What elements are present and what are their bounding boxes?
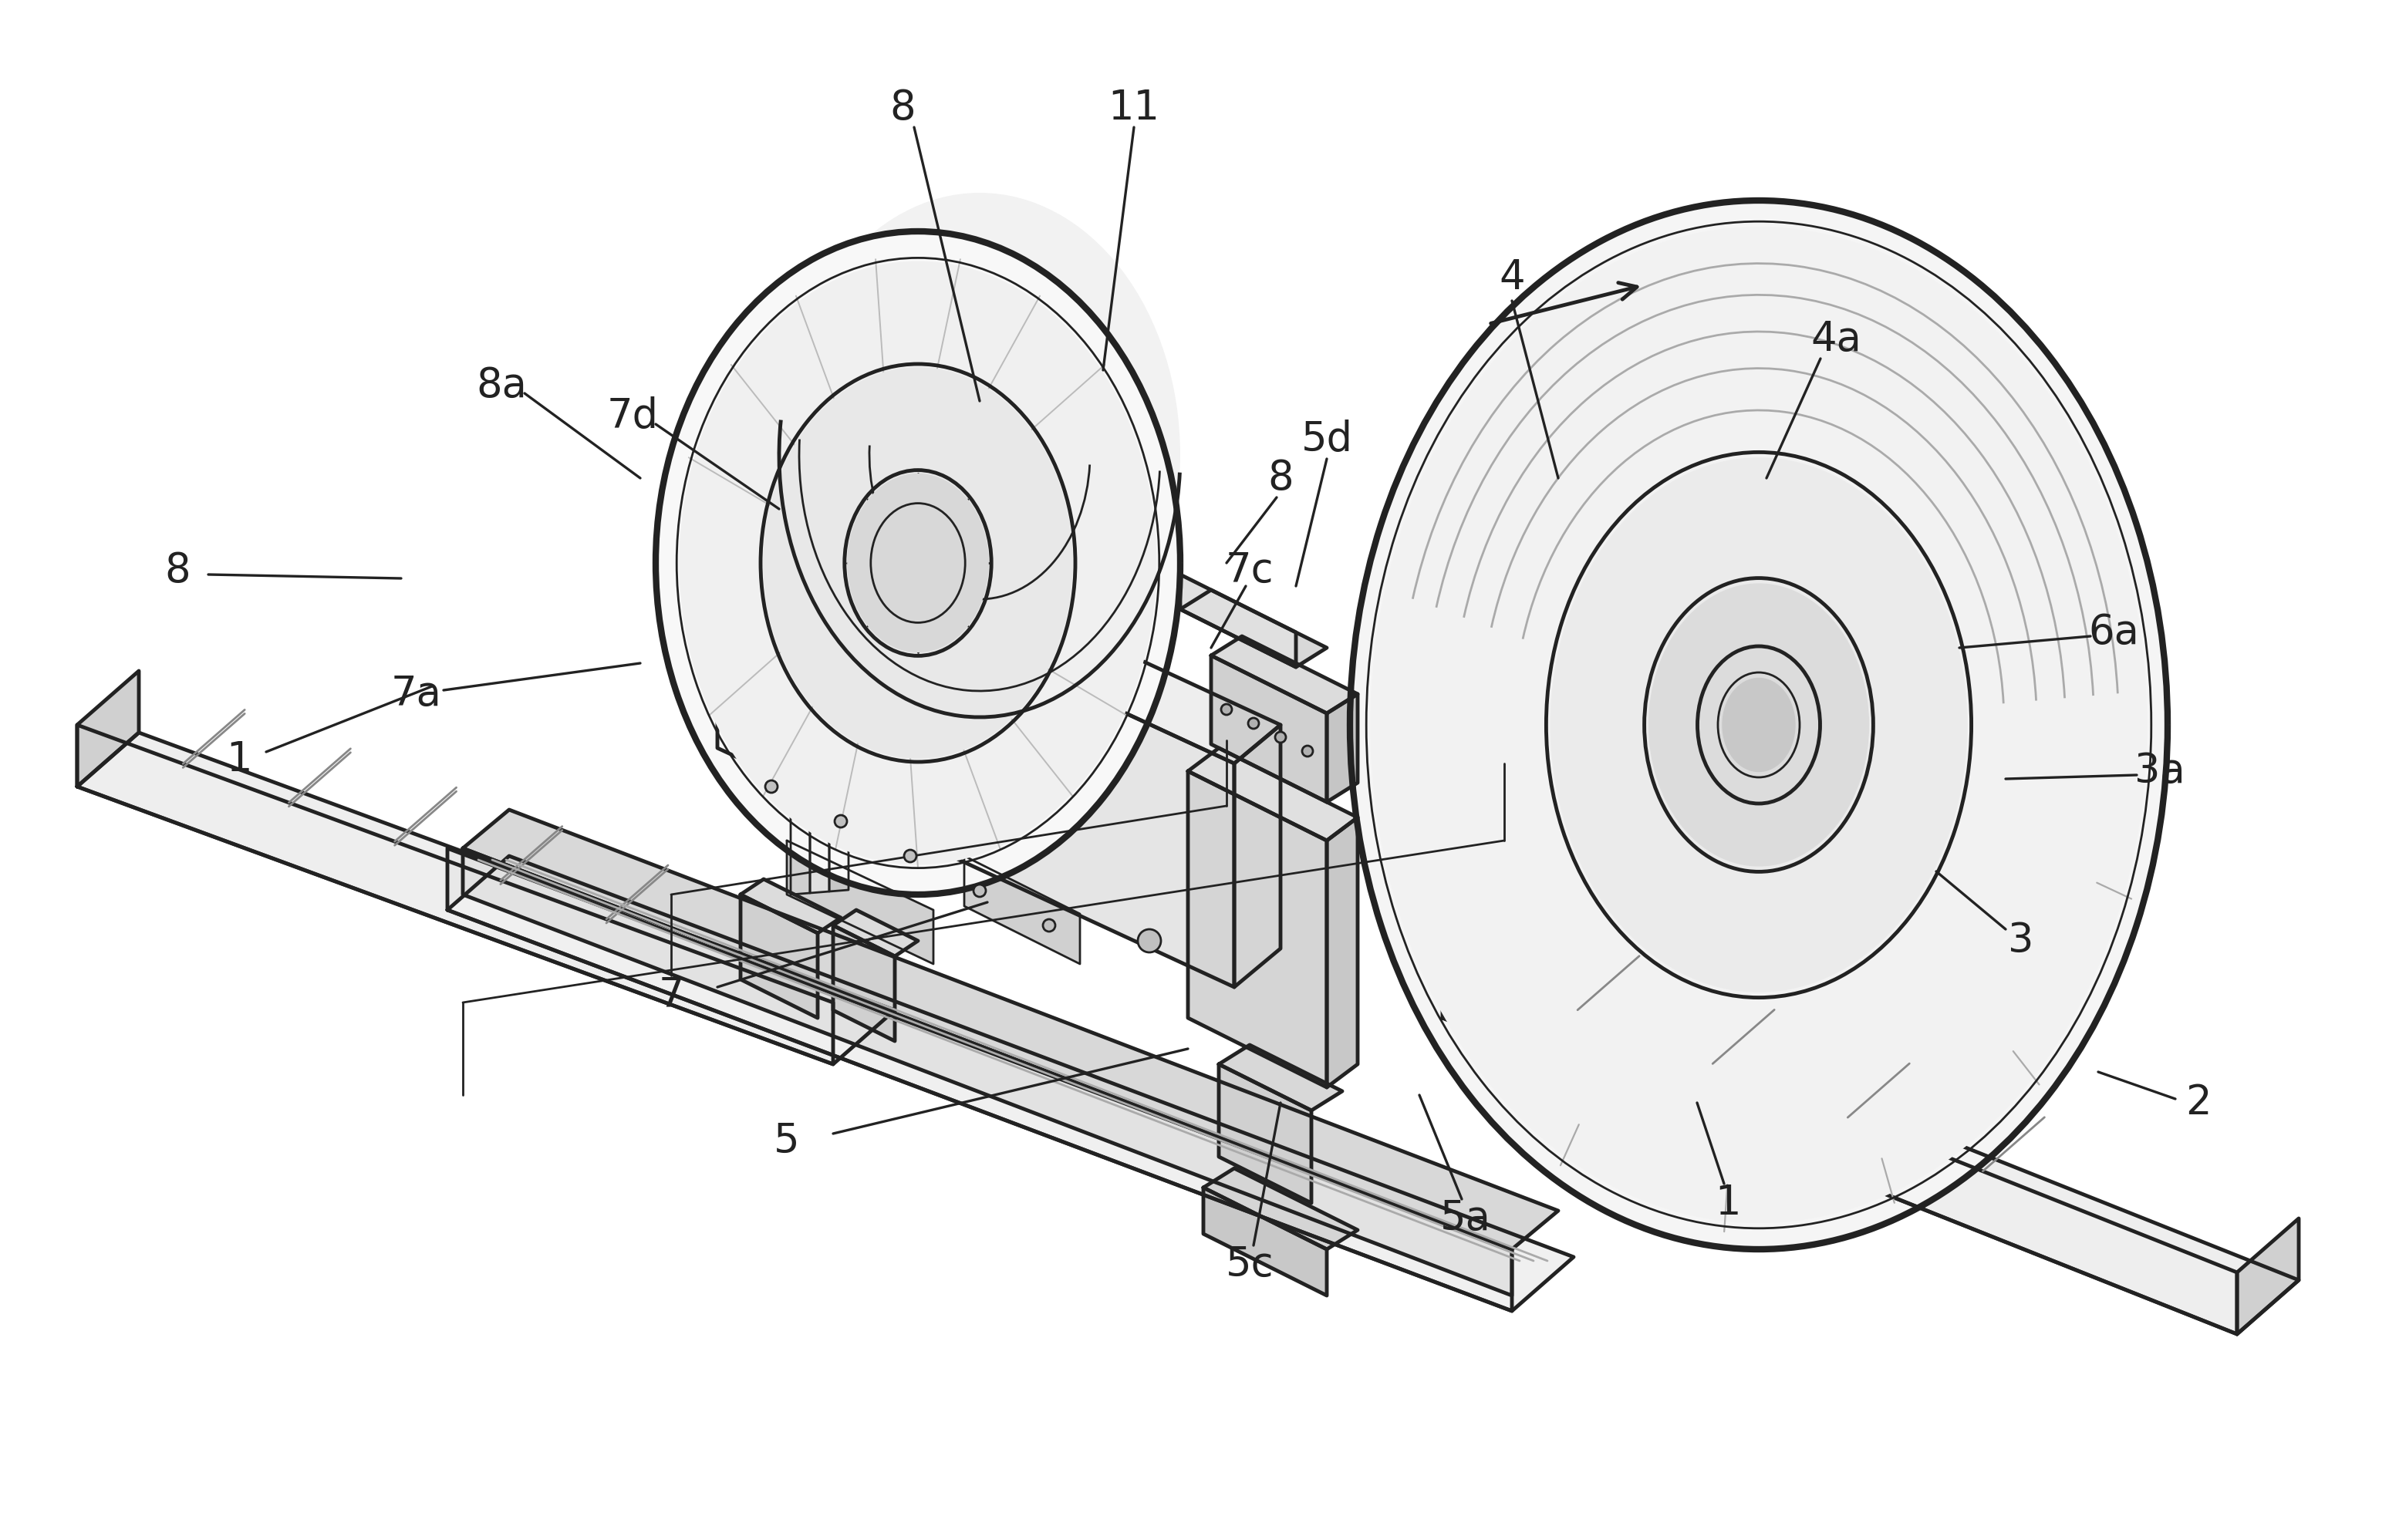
Ellipse shape [678,262,1156,864]
Polygon shape [447,849,1512,1311]
Ellipse shape [903,850,917,862]
Ellipse shape [655,231,1180,895]
Polygon shape [717,525,1235,987]
Text: 1: 1 [227,739,253,779]
Ellipse shape [764,781,776,793]
Polygon shape [1443,956,2236,1334]
Ellipse shape [762,368,1073,759]
Polygon shape [717,485,1281,764]
Polygon shape [1326,695,1357,802]
Polygon shape [965,856,1080,964]
Polygon shape [810,374,829,893]
Polygon shape [834,926,896,1041]
Polygon shape [2236,1218,2298,1334]
Ellipse shape [1648,584,1868,867]
Ellipse shape [779,192,1180,718]
Text: 3: 3 [2009,921,2033,961]
Polygon shape [1218,1064,1312,1203]
Polygon shape [1180,574,1295,667]
Polygon shape [741,895,817,1018]
Ellipse shape [834,815,848,827]
Ellipse shape [1550,457,1966,992]
Polygon shape [1235,725,1281,987]
Text: 4: 4 [1498,257,1524,297]
Text: 4a: 4a [1811,319,1861,359]
Text: 7c: 7c [1226,551,1273,591]
Polygon shape [1211,636,1357,713]
Polygon shape [1204,1169,1357,1249]
Polygon shape [829,373,848,892]
Text: 8a: 8a [475,365,528,405]
Text: 5d: 5d [1302,419,1352,459]
Ellipse shape [1302,745,1314,756]
Text: 8: 8 [165,551,191,591]
Text: 8: 8 [889,88,915,128]
Text: 1: 1 [1715,1183,1742,1223]
Text: 11: 11 [1108,88,1159,128]
Polygon shape [741,879,841,933]
Polygon shape [447,856,1574,1311]
Ellipse shape [1221,704,1233,715]
Polygon shape [76,671,139,787]
Text: 7a: 7a [392,675,442,715]
Text: 5: 5 [774,1121,800,1161]
Ellipse shape [1044,919,1056,932]
Polygon shape [1187,748,1357,841]
Ellipse shape [848,473,989,653]
Polygon shape [463,810,1558,1249]
Text: 8: 8 [1269,457,1292,497]
Text: 3a: 3a [2133,752,2186,792]
Ellipse shape [1371,226,2148,1223]
Polygon shape [76,733,896,1064]
Polygon shape [786,841,934,964]
Polygon shape [1443,964,2298,1334]
Ellipse shape [1350,200,2167,1249]
Text: 2: 2 [2186,1083,2212,1123]
Polygon shape [1187,772,1326,1087]
Text: 5a: 5a [1441,1198,1491,1238]
Text: 5c: 5c [1226,1244,1273,1284]
Ellipse shape [972,884,987,896]
Polygon shape [1218,1046,1343,1110]
Polygon shape [1180,590,1326,667]
Text: 7: 7 [657,975,683,1015]
Polygon shape [463,849,1512,1295]
Ellipse shape [1137,929,1161,952]
Polygon shape [1211,656,1326,802]
Ellipse shape [1722,678,1797,772]
Polygon shape [791,376,810,895]
Ellipse shape [1276,732,1285,742]
Text: 7d: 7d [607,396,659,436]
Ellipse shape [1247,718,1259,728]
Polygon shape [1204,1187,1326,1295]
Polygon shape [834,910,917,956]
Text: 6a: 6a [2088,613,2138,653]
Polygon shape [1326,818,1357,1087]
Polygon shape [76,725,834,1064]
